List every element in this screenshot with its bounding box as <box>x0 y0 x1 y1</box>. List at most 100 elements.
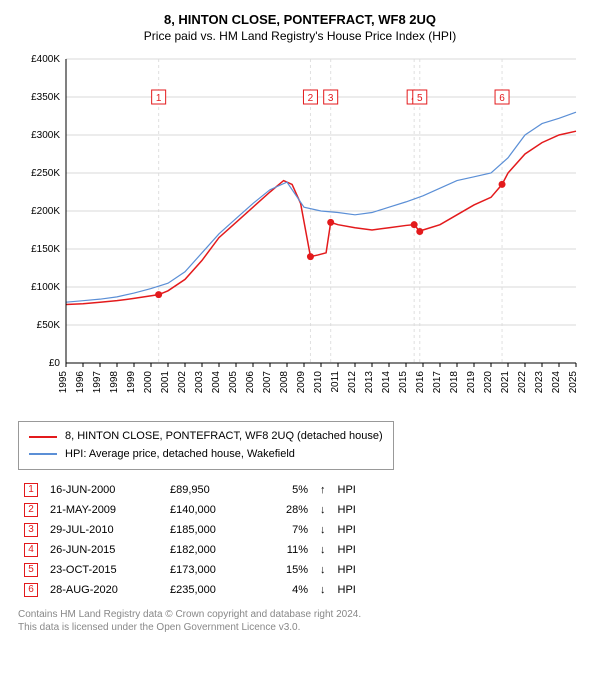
sale-price: £235,000 <box>164 580 264 600</box>
sale-hpi-label: HPI <box>332 540 372 560</box>
svg-text:2003: 2003 <box>194 371 205 394</box>
arrow-icon: ↓ <box>314 560 332 580</box>
page-subtitle: Price paid vs. HM Land Registry's House … <box>18 29 582 43</box>
svg-text:2020: 2020 <box>483 371 494 394</box>
legend: 8, HINTON CLOSE, PONTEFRACT, WF8 2UQ (de… <box>18 421 394 470</box>
svg-text:£300K: £300K <box>31 130 60 141</box>
sale-date: 29-JUL-2010 <box>44 520 164 540</box>
svg-text:2016: 2016 <box>415 371 426 394</box>
svg-text:2021: 2021 <box>500 371 511 394</box>
svg-text:2000: 2000 <box>143 371 154 394</box>
sale-marker-icon: 5 <box>24 563 38 577</box>
table-row: 2 21-MAY-2009£140,00028%↓HPI <box>18 500 372 520</box>
svg-text:2001: 2001 <box>160 371 171 394</box>
svg-text:2014: 2014 <box>381 371 392 394</box>
sale-marker-icon: 2 <box>24 503 38 517</box>
svg-text:6: 6 <box>499 93 505 104</box>
legend-label: HPI: Average price, detached house, Wake… <box>65 446 295 464</box>
svg-text:2022: 2022 <box>517 371 528 394</box>
table-row: 5 23-OCT-2015£173,00015%↓HPI <box>18 560 372 580</box>
sale-price: £182,000 <box>164 540 264 560</box>
svg-text:2015: 2015 <box>398 371 409 394</box>
sale-pct: 4% <box>264 580 314 600</box>
sale-price: £140,000 <box>164 500 264 520</box>
sale-date: 16-JUN-2000 <box>44 480 164 500</box>
svg-text:£250K: £250K <box>31 168 60 179</box>
svg-text:1995: 1995 <box>58 371 69 394</box>
svg-text:2010: 2010 <box>313 371 324 394</box>
arrow-icon: ↑ <box>314 480 332 500</box>
footer-line: Contains HM Land Registry data © Crown c… <box>18 608 582 621</box>
sale-hpi-label: HPI <box>332 500 372 520</box>
svg-text:2024: 2024 <box>551 371 562 394</box>
svg-text:1997: 1997 <box>92 371 103 394</box>
sale-marker-icon: 4 <box>24 543 38 557</box>
svg-text:3: 3 <box>328 93 334 104</box>
svg-text:£0: £0 <box>49 358 61 369</box>
sale-price: £89,950 <box>164 480 264 500</box>
svg-text:2017: 2017 <box>432 371 443 394</box>
svg-text:2012: 2012 <box>347 371 358 394</box>
legend-item: 8, HINTON CLOSE, PONTEFRACT, WF8 2UQ (de… <box>29 428 383 446</box>
sale-price: £185,000 <box>164 520 264 540</box>
svg-text:2009: 2009 <box>296 371 307 394</box>
svg-text:£150K: £150K <box>31 244 60 255</box>
svg-text:1998: 1998 <box>109 371 120 394</box>
sale-date: 28-AUG-2020 <box>44 580 164 600</box>
svg-text:2023: 2023 <box>534 371 545 394</box>
sale-date: 21-MAY-2009 <box>44 500 164 520</box>
table-row: 6 28-AUG-2020£235,0004%↓HPI <box>18 580 372 600</box>
svg-text:£50K: £50K <box>37 320 61 331</box>
sale-pct: 5% <box>264 480 314 500</box>
legend-swatch <box>29 453 57 455</box>
sale-date: 26-JUN-2015 <box>44 540 164 560</box>
svg-text:2002: 2002 <box>177 371 188 394</box>
sale-pct: 7% <box>264 520 314 540</box>
svg-text:2006: 2006 <box>245 371 256 394</box>
legend-swatch <box>29 436 57 438</box>
table-row: 1 16-JUN-2000£89,9505%↑HPI <box>18 480 372 500</box>
sale-hpi-label: HPI <box>332 560 372 580</box>
svg-text:2013: 2013 <box>364 371 375 394</box>
svg-text:1: 1 <box>156 93 162 104</box>
sale-pct: 28% <box>264 500 314 520</box>
sales-table: 116-JUN-2000£89,9505%↑HPI221-MAY-2009£14… <box>18 480 372 600</box>
svg-text:2018: 2018 <box>449 371 460 394</box>
sale-date: 23-OCT-2015 <box>44 560 164 580</box>
arrow-icon: ↓ <box>314 500 332 520</box>
svg-text:£200K: £200K <box>31 206 60 217</box>
svg-text:5: 5 <box>417 93 423 104</box>
arrow-icon: ↓ <box>314 520 332 540</box>
sale-hpi-label: HPI <box>332 520 372 540</box>
price-chart: £0 £50K £100K £150K £200K £250K £300K £350K £400… <box>18 53 582 413</box>
svg-text:1996: 1996 <box>75 371 86 394</box>
svg-text:£400K: £400K <box>31 54 60 65</box>
arrow-icon: ↓ <box>314 540 332 560</box>
svg-text:£100K: £100K <box>31 282 60 293</box>
svg-text:2005: 2005 <box>228 371 239 394</box>
sale-marker-icon: 1 <box>24 483 38 497</box>
arrow-icon: ↓ <box>314 580 332 600</box>
svg-text:2025: 2025 <box>568 371 579 394</box>
svg-text:1999: 1999 <box>126 371 137 394</box>
svg-text:2007: 2007 <box>262 371 273 394</box>
sale-pct: 11% <box>264 540 314 560</box>
svg-text:2004: 2004 <box>211 371 222 394</box>
page-title: 8, HINTON CLOSE, PONTEFRACT, WF8 2UQ <box>18 12 582 27</box>
table-row: 3 29-JUL-2010£185,0007%↓HPI <box>18 520 372 540</box>
legend-item: HPI: Average price, detached house, Wake… <box>29 446 383 464</box>
table-row: 4 26-JUN-2015£182,00011%↓HPI <box>18 540 372 560</box>
svg-text:2011: 2011 <box>330 371 341 393</box>
legend-label: 8, HINTON CLOSE, PONTEFRACT, WF8 2UQ (de… <box>65 428 383 446</box>
sale-price: £173,000 <box>164 560 264 580</box>
svg-text:2: 2 <box>308 93 314 104</box>
sale-marker-icon: 6 <box>24 583 38 597</box>
footer-line: This data is licensed under the Open Gov… <box>18 621 582 634</box>
svg-text:2019: 2019 <box>466 371 477 394</box>
footer-attribution: Contains HM Land Registry data © Crown c… <box>18 608 582 634</box>
sale-marker-icon: 3 <box>24 523 38 537</box>
sale-hpi-label: HPI <box>332 480 372 500</box>
sale-pct: 15% <box>264 560 314 580</box>
sale-hpi-label: HPI <box>332 580 372 600</box>
svg-text:£350K: £350K <box>31 92 60 103</box>
